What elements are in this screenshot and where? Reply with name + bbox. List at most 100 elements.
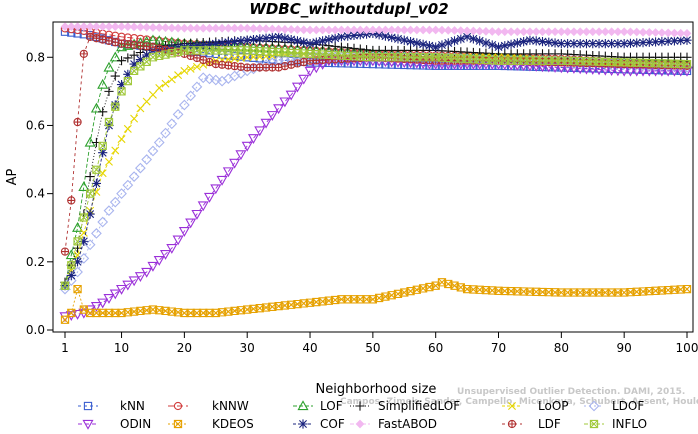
legend-label-ldof: LDOF [612,399,644,413]
data-point-loop [180,66,189,75]
data-point-simplifiedlof [129,50,139,60]
data-point-cof [211,39,221,49]
series-inflo [60,46,692,290]
data-point-ldof [185,90,197,102]
data-point-fastabod [437,25,447,35]
data-point-fastabod [594,27,604,37]
data-point-loop [192,62,201,71]
legend-label-knn: kNN [120,399,145,413]
data-point-inflo [98,141,107,151]
data-point-fastabod [343,25,353,35]
data-point-cof [123,69,133,79]
data-point-fastabod [98,22,108,31]
data-point-fastabod [60,22,70,31]
data-point-fastabod [588,27,598,37]
legend-label-inflo: INFLO [612,417,647,431]
data-point-lof [109,51,121,62]
data-point-odin [210,184,222,195]
data-point-ldf [73,117,82,127]
x-tick-label: 1 [61,341,69,355]
data-point-ldof [72,266,83,278]
data-point-fastabod [117,22,126,31]
data-point-fastabod [249,24,258,33]
legend-label-cof: COF [320,417,345,431]
data-point-cof [468,34,478,44]
data-point-cof [632,38,642,48]
data-point-simplifiedlof [116,56,127,66]
series-fastabod [60,22,692,38]
legend-item-loop: LoOP [502,399,569,413]
data-point-cof [255,34,265,44]
legend-item-kdeos: KDEOS [168,417,254,431]
data-point-inflo [111,102,120,111]
data-point-cof [116,79,127,90]
data-point-ldof [191,81,203,93]
data-point-odin [222,167,234,178]
data-point-fastabod [330,25,340,35]
data-point-odin [153,255,165,266]
data-point-cof [493,42,504,52]
legend-label-lof: LOF [320,399,343,413]
data-point-cof [556,39,566,49]
data-point-fastabod [198,23,208,33]
data-point-lof [222,40,234,51]
data-point-loop [79,228,88,237]
data-point-odin [273,104,285,115]
data-point-simplifiedlof [98,107,108,117]
data-point-fastabod [399,25,409,35]
data-point-cof [236,36,246,46]
data-point-fastabod [670,28,679,38]
data-point-ldf [60,247,70,256]
data-point-cof [324,34,334,45]
data-point-fastabod [462,26,472,36]
data-point-fastabod [179,23,189,33]
data-point-fastabod [525,27,535,37]
data-point-fastabod [142,22,152,32]
series-line-ldof [64,56,688,290]
data-point-odin [116,284,128,295]
data-point-fastabod [563,27,573,37]
legend-label-simplifiedlof: SimplifiedLOF [378,399,460,413]
data-point-loop [148,90,157,99]
data-point-cof [638,38,648,48]
data-point-odin [141,267,153,278]
data-point-fastabod [550,27,560,37]
data-point-fastabod [381,25,390,35]
legend-marker-simplifiedlof [355,401,365,411]
data-point-inflo [682,59,692,69]
series-loop [61,49,691,290]
legend-label-fastabod: FastABOD [378,417,437,431]
data-point-cof [657,36,667,47]
data-point-cof [669,36,680,46]
data-point-cof [487,40,497,50]
data-point-fastabod [167,23,177,33]
data-point-ldof [166,118,178,130]
legend-marker-lof [297,400,309,411]
legend-item-ldf: LDF [502,417,561,431]
data-point-simplifiedlof [336,42,347,52]
data-point-cof [412,38,422,48]
data-point-fastabod [110,22,120,31]
data-point-odin [159,249,172,260]
data-point-fastabod [173,23,183,33]
data-point-loop [155,83,164,92]
data-point-odin [241,141,253,152]
data-point-fastabod [205,23,214,33]
series-line-inflo [64,50,688,286]
data-point-ldof [122,179,134,191]
data-point-odin [191,209,203,220]
data-point-inflo [85,189,95,198]
data-point-simplifiedlof [330,41,340,51]
data-point-inflo [73,237,82,246]
legend-item-inflo: INFLO [584,417,647,431]
data-point-cof [449,36,460,46]
data-point-cof [531,36,541,46]
x-tick-label: 60 [428,341,443,355]
x-tick-label: 40 [302,341,317,355]
data-point-ldof [128,171,140,182]
data-point-cof [431,42,441,52]
data-point-ldof [103,205,115,217]
data-point-cof [676,35,686,46]
data-point-cof [399,35,409,45]
data-point-cof [261,33,271,43]
